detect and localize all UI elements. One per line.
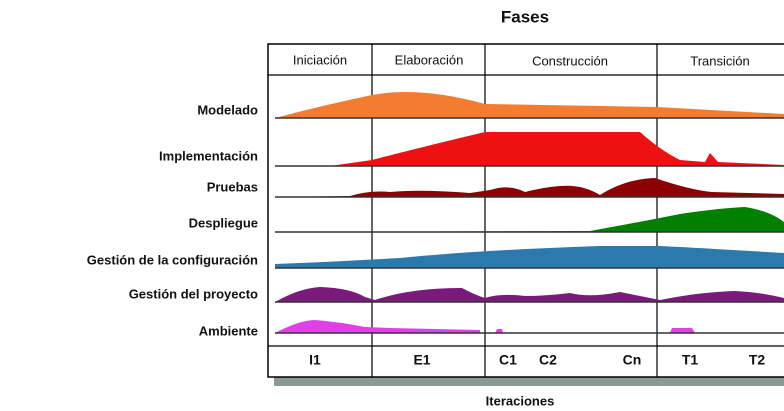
ambiente-hump <box>275 320 695 333</box>
iteration-label: T1 <box>682 352 699 368</box>
implementacion-hump <box>330 132 784 166</box>
discipline-label: Modelado <box>197 102 258 117</box>
phase-label: Elaboración <box>395 52 464 67</box>
title: Fases <box>501 7 549 26</box>
phase-label: Iniciación <box>293 52 347 67</box>
pruebas-hump <box>275 178 784 197</box>
x-axis-label: Iteraciones <box>486 393 555 408</box>
iteration-label: E1 <box>413 352 430 368</box>
phase-label: Construcción <box>532 53 608 68</box>
configuracion-hump <box>275 246 784 268</box>
discipline-label: Gestión de la configuración <box>87 252 258 267</box>
despliegue-hump <box>275 207 784 232</box>
discipline-label: Despliegue <box>189 215 258 230</box>
iteration-label: C1 <box>499 352 517 368</box>
iteration-label: T2 <box>749 352 766 368</box>
frame-shadow <box>274 377 784 386</box>
iteration-label: C2 <box>539 352 557 368</box>
iteration-label: Cn <box>623 352 642 368</box>
discipline-label: Gestión del proyecto <box>129 286 258 301</box>
phase-label: Transición <box>690 53 749 68</box>
discipline-label: Ambiente <box>199 323 258 338</box>
discipline-label: Implementación <box>159 148 258 163</box>
iteration-label: I1 <box>309 352 321 368</box>
modelado-hump <box>275 92 784 118</box>
discipline-label: Pruebas <box>207 179 258 194</box>
proyecto-hump <box>275 287 784 302</box>
